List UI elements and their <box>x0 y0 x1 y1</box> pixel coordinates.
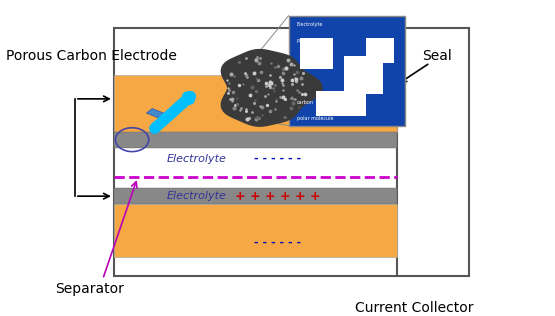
Bar <box>114 188 397 204</box>
Text: polar molecule: polar molecule <box>297 116 334 121</box>
Text: Electrolyte: Electrolyte <box>297 22 324 27</box>
Bar <box>316 91 366 116</box>
Bar <box>344 57 383 94</box>
Polygon shape <box>221 50 322 126</box>
Text: pore: pore <box>297 38 308 43</box>
Text: Separator: Separator <box>56 282 124 296</box>
Text: Current Collector: Current Collector <box>355 301 474 315</box>
Text: + + + + + +: + + + + + + <box>235 190 320 203</box>
Text: Porous Carbon Electrode: Porous Carbon Electrode <box>6 50 176 64</box>
Text: Seal: Seal <box>422 50 452 64</box>
Text: Electrolyte: Electrolyte <box>166 191 226 201</box>
FancyArrowPatch shape <box>155 96 190 128</box>
Text: + + + + + +: + + + + + + <box>235 91 320 104</box>
Bar <box>300 38 333 69</box>
Bar <box>114 204 397 257</box>
Bar <box>366 38 394 63</box>
Bar <box>114 75 397 132</box>
Bar <box>114 28 469 276</box>
Text: - - - - - -: - - - - - - <box>254 238 301 248</box>
Text: carbon: carbon <box>297 100 314 106</box>
Bar <box>147 108 173 121</box>
Text: - - - - - -: - - - - - - <box>254 154 301 163</box>
Bar <box>114 132 397 148</box>
Text: Electrolyte: Electrolyte <box>166 154 226 163</box>
Bar <box>289 16 405 125</box>
